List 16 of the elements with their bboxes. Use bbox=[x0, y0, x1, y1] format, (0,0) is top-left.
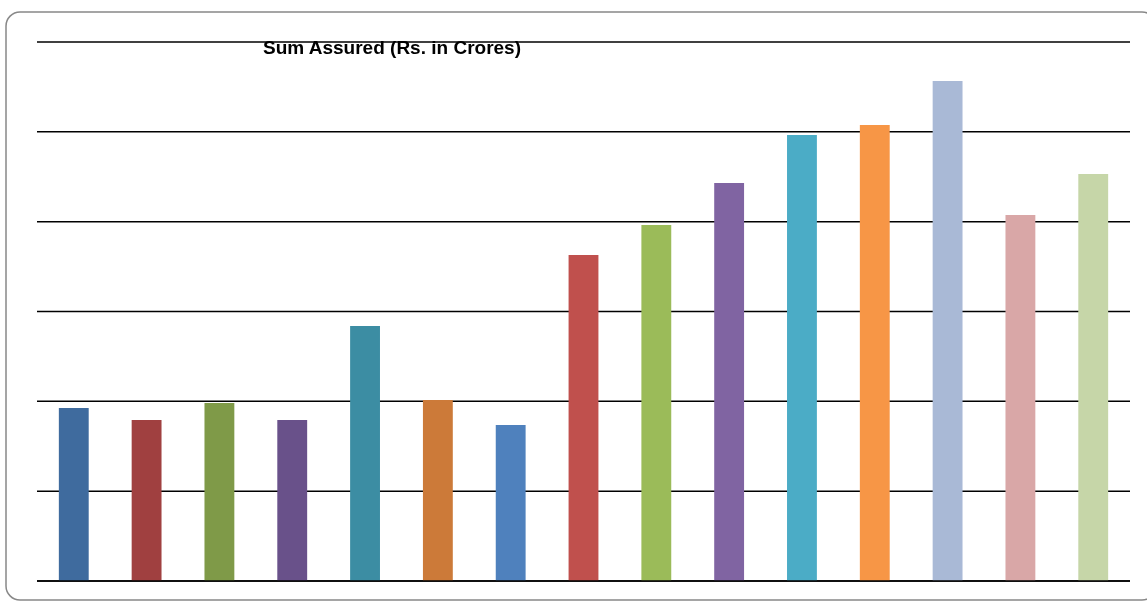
chart-title: Sum Assured (Rs. in Crores) bbox=[263, 37, 521, 58]
bar bbox=[131, 420, 162, 581]
bar bbox=[1078, 174, 1109, 581]
bar bbox=[714, 183, 745, 581]
bar bbox=[350, 326, 380, 581]
bar bbox=[204, 403, 235, 581]
bar bbox=[641, 225, 672, 581]
bar bbox=[58, 408, 89, 581]
bar bbox=[495, 425, 526, 581]
bar bbox=[859, 125, 890, 581]
bar bbox=[787, 135, 817, 581]
bar bbox=[1005, 215, 1036, 581]
bar bbox=[932, 81, 963, 581]
bar bbox=[277, 420, 308, 581]
bar bbox=[568, 255, 599, 581]
bar bbox=[422, 400, 453, 581]
